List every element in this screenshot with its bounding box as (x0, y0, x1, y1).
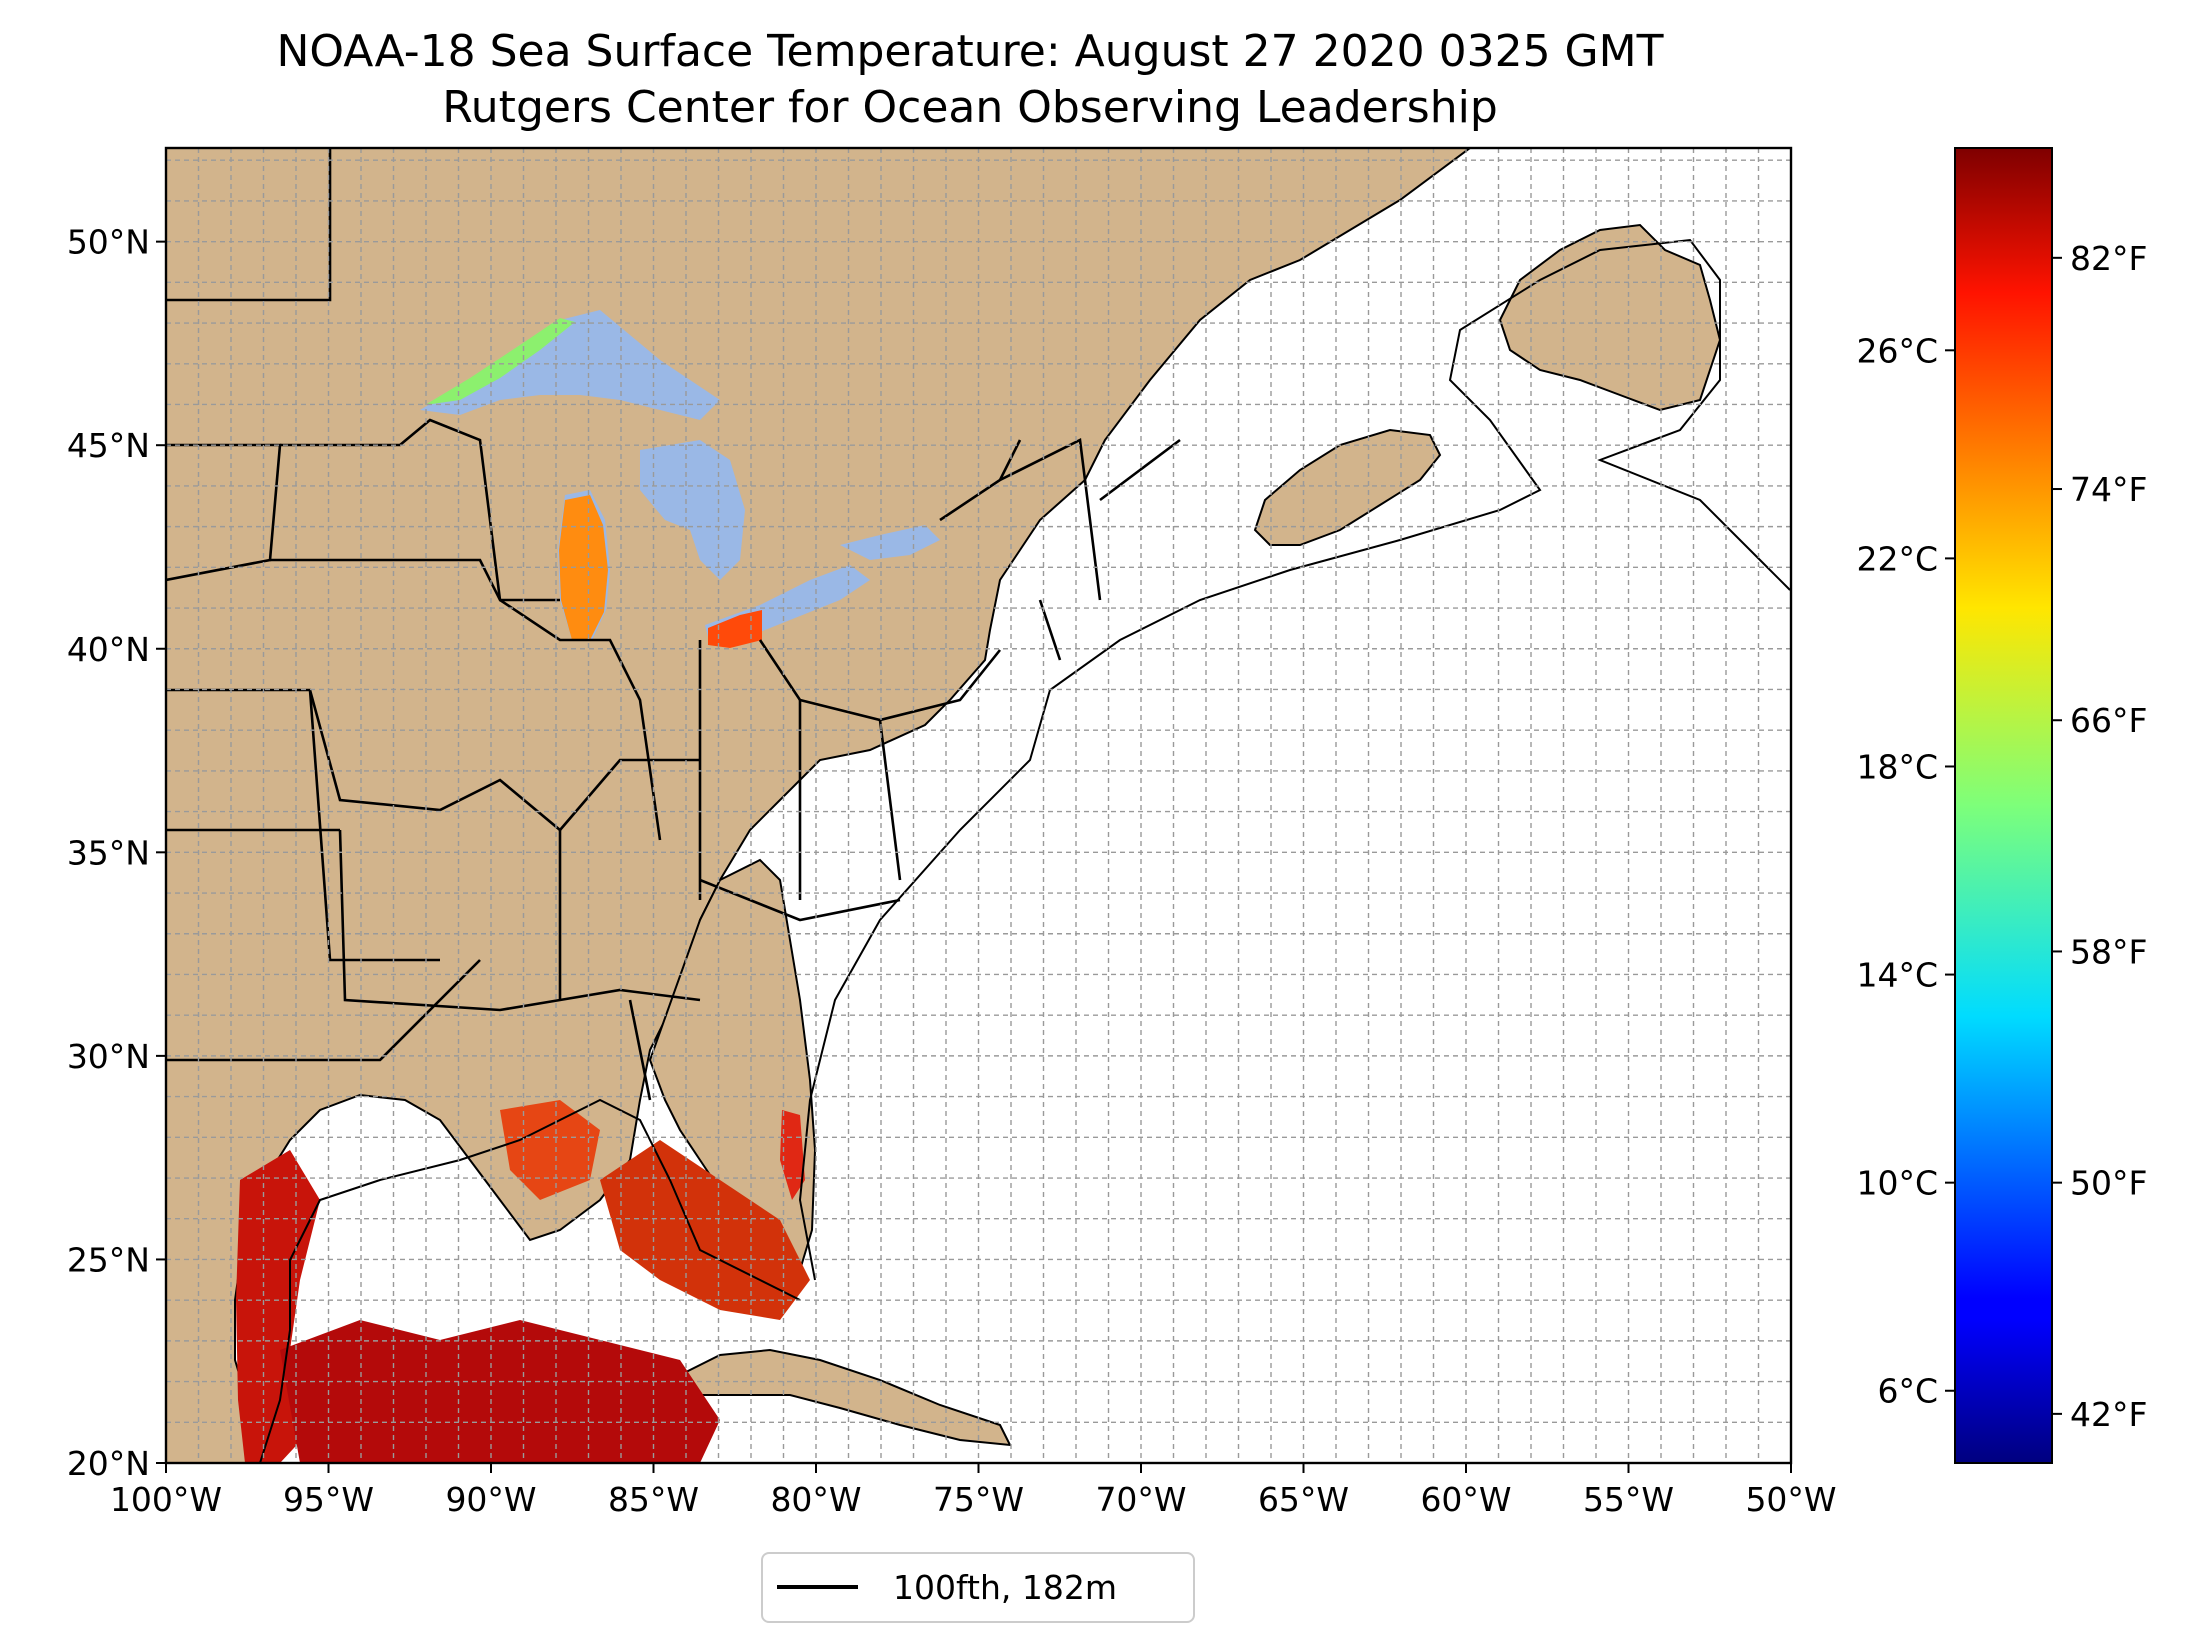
sst-lake-superior-edge (425, 318, 575, 405)
longitude-ticks: 100°W 95°W 90°W 85°W 80°W 75°W 70°W 65°W 60°W 55°… (110, 1463, 1837, 1519)
sst-gulf-east (600, 1140, 810, 1320)
lake-ontario (840, 525, 940, 560)
cbar-c-tick-label: 18°C (1856, 747, 1938, 786)
colorbar: 26°C 22°C 18°C 14°C 10°C 6°C 82°F 74°F 66°F 58°F… (1856, 147, 2147, 1464)
x-tick-label: 70°W (1095, 1480, 1186, 1519)
cbar-c-tick-label: 6°C (1877, 1372, 1938, 1411)
y-tick-label: 50°N (67, 223, 150, 262)
cbar-f-tick-label: 82°F (2070, 239, 2147, 278)
legend: 100fth, 182m (761, 1552, 1195, 1623)
x-tick-label: 90°W (445, 1480, 536, 1519)
cbar-c-tick-label: 14°C (1856, 956, 1938, 995)
y-tick-label: 25°N (67, 1240, 150, 1279)
legend-box (761, 1552, 1195, 1623)
cbar-f-tick-label: 74°F (2070, 470, 2147, 509)
map-subtitle: Rutgers Center for Ocean Observing Leade… (442, 82, 1498, 133)
cbar-c-tick-label: 26°C (1856, 331, 1938, 370)
sst-lake-erie (708, 610, 762, 648)
y-tick-label: 30°N (67, 1037, 150, 1076)
x-tick-label: 85°W (608, 1480, 699, 1519)
x-tick-label: 75°W (933, 1480, 1024, 1519)
map-gridlines (166, 148, 1791, 1463)
y-tick-label: 20°N (67, 1444, 150, 1483)
cbar-c-tick-label: 22°C (1856, 539, 1938, 578)
sst-gulf-south (280, 1320, 720, 1463)
cbar-f-tick-label: 66°F (2070, 701, 2147, 740)
cbar-c-tick-label: 10°C (1856, 1164, 1938, 1203)
x-tick-label: 100°W (110, 1480, 222, 1519)
x-tick-label: 50°W (1745, 1480, 1836, 1519)
x-tick-label: 80°W (770, 1480, 861, 1519)
lake-superior (420, 310, 720, 420)
sst-gulf-north (500, 1100, 600, 1200)
cuba-land (678, 1348, 1012, 1447)
colorbar-celsius-ticks: 26°C 22°C 18°C 14°C 10°C 6°C (1856, 331, 1955, 1411)
legend-label: 100fth, 182m (893, 1568, 1117, 1607)
cbar-f-tick-label: 42°F (2070, 1395, 2147, 1434)
cbar-f-tick-label: 58°F (2070, 932, 2147, 971)
y-tick-label: 35°N (67, 833, 150, 872)
map-title: NOAA-18 Sea Surface Temperature: August … (277, 26, 1664, 77)
x-tick-label: 60°W (1420, 1480, 1511, 1519)
cbar-f-tick-label: 50°F (2070, 1164, 2147, 1203)
y-tick-label: 40°N (67, 630, 150, 669)
x-tick-label: 55°W (1583, 1480, 1674, 1519)
latitude-ticks: 20°N 25°N 30°N 35°N 40°N 45°N 50°N (67, 223, 166, 1483)
state-borders (166, 148, 1181, 1101)
y-tick-label: 45°N (67, 426, 150, 465)
colorbar-fahrenheit-ticks: 82°F 74°F 66°F 58°F 50°F 42°F (2052, 239, 2147, 1434)
x-tick-label: 65°W (1258, 1480, 1349, 1519)
x-tick-label: 95°W (283, 1480, 374, 1519)
isobath-gulf (259, 1098, 801, 1463)
colorbar-gradient (1954, 147, 2053, 1464)
